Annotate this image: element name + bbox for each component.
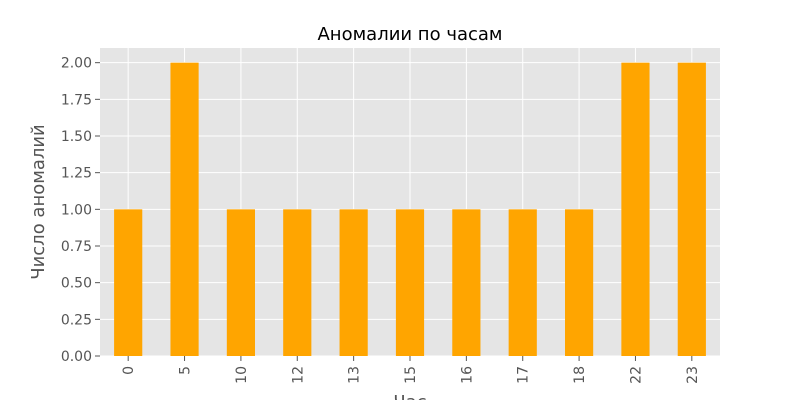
x-tick-label: 13 bbox=[347, 366, 363, 384]
x-tick-label: 23 bbox=[685, 366, 701, 384]
bars bbox=[114, 62, 706, 357]
bar-hour-10 bbox=[226, 209, 255, 356]
y-tick-label: 2.00 bbox=[61, 56, 92, 72]
bar-hour-22 bbox=[621, 62, 650, 357]
y-axis-label: Число аномалий bbox=[28, 124, 49, 280]
x-tick-label: 16 bbox=[459, 366, 475, 384]
bar-hour-5 bbox=[170, 62, 199, 357]
x-tick-label: 5 bbox=[178, 366, 194, 375]
bar-hour-12 bbox=[283, 209, 312, 356]
x-tick-label: 12 bbox=[290, 366, 306, 384]
x-tick-label: 17 bbox=[516, 366, 532, 384]
bar-hour-18 bbox=[565, 209, 594, 356]
bar-hour-23 bbox=[677, 62, 706, 357]
bar-hour-15 bbox=[395, 209, 425, 356]
chart-title: Аномалии по часам bbox=[317, 24, 502, 45]
x-tick-label: 10 bbox=[234, 366, 250, 384]
bar-hour-13 bbox=[339, 209, 368, 356]
y-tick-label: 1.00 bbox=[61, 202, 92, 218]
x-tick-label: 22 bbox=[628, 366, 644, 384]
x-tick-label: 0 bbox=[121, 366, 137, 375]
y-tick-label: 1.50 bbox=[61, 129, 92, 145]
x-axis-ticks: 0 5 10 12 13 15 16 17 18 22 23 bbox=[121, 356, 701, 384]
x-axis-label: Час bbox=[393, 392, 426, 400]
bar-hour-17 bbox=[508, 209, 537, 356]
bar-hour-16 bbox=[452, 209, 481, 356]
bar-hour-0 bbox=[114, 209, 143, 356]
y-tick-label: 1.75 bbox=[61, 92, 92, 108]
y-tick-label: 0.50 bbox=[61, 276, 92, 292]
x-tick-label: 15 bbox=[403, 366, 419, 384]
y-tick-label: 1.25 bbox=[61, 166, 92, 182]
x-tick-label: 18 bbox=[572, 366, 588, 384]
y-axis-ticks: 0.00 0.25 0.50 0.75 1.00 1.25 1.50 1.75 2.00 bbox=[61, 56, 100, 365]
y-tick-label: 0.75 bbox=[61, 239, 92, 255]
y-tick-label: 0.25 bbox=[61, 312, 92, 328]
y-tick-label: 0.00 bbox=[61, 349, 92, 365]
